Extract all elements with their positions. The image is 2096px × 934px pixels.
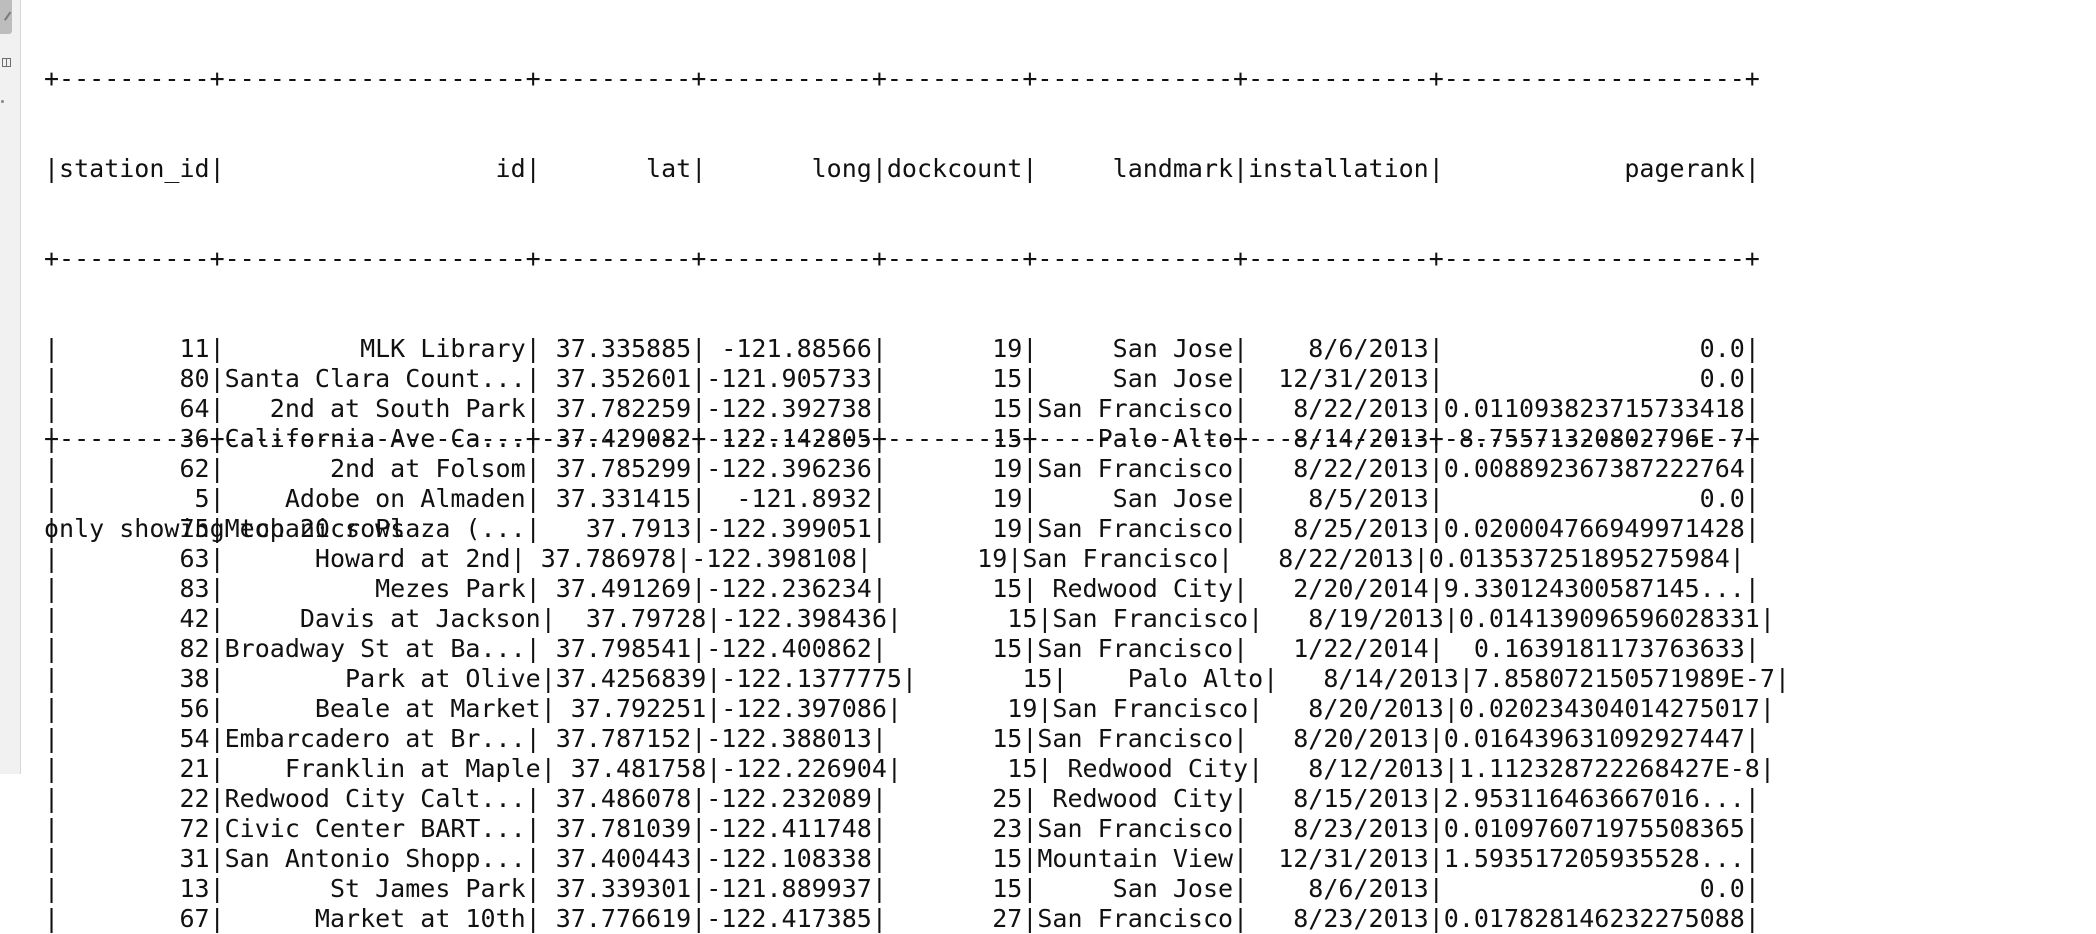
table-row: | 83| Mezes Park| 37.491269|-122.236234|… bbox=[44, 574, 1760, 603]
table-row: | 67| Market at 10th| 37.776619|-122.417… bbox=[44, 904, 1760, 933]
table-row: | 75|Mechanics Plaza (...| 37.7913|-122.… bbox=[44, 514, 1760, 543]
table-body: | 11| MLK Library| 37.335885| -121.88566… bbox=[44, 334, 1790, 933]
table-row: | 31|San Antonio Shopp...| 37.400443|-12… bbox=[44, 844, 1760, 873]
table-border-top: +----------+--------------------+-------… bbox=[44, 64, 1760, 93]
table-row: | 11| MLK Library| 37.335885| -121.88566… bbox=[44, 334, 1760, 363]
table-row: | 21| Franklin at Maple| 37.481758|-122.… bbox=[44, 754, 1775, 783]
table-row: | 62| 2nd at Folsom| 37.785299|-122.3962… bbox=[44, 454, 1760, 483]
marker-icon bbox=[1, 100, 4, 103]
table-row: | 13| St James Park| 37.339301|-121.8899… bbox=[44, 874, 1760, 903]
table-row: | 5| Adobe on Almaden| 37.331415| -121.8… bbox=[44, 484, 1760, 513]
table-row: | 54|Embarcadero at Br...| 37.787152|-12… bbox=[44, 724, 1760, 753]
table-row: | 82|Broadway St at Ba...| 37.798541|-12… bbox=[44, 634, 1760, 663]
table-row: | 38| Park at Olive|37.4256839|-122.1377… bbox=[44, 664, 1790, 693]
table-row: | 80|Santa Clara Count...| 37.352601|-12… bbox=[44, 364, 1760, 393]
layout-icon[interactable] bbox=[2, 58, 11, 67]
left-gutter bbox=[0, 0, 21, 774]
table-row: | 42| Davis at Jackson| 37.79728|-122.39… bbox=[44, 604, 1775, 633]
table-row: | 63| Howard at 2nd| 37.786978|-122.3981… bbox=[44, 544, 1745, 573]
table-row: | 36|California Ave Ca...| 37.429082|-12… bbox=[44, 424, 1760, 453]
table-row: | 64| 2nd at South Park| 37.782259|-122.… bbox=[44, 394, 1760, 423]
table-border-header: +----------+--------------------+-------… bbox=[44, 244, 1760, 273]
footer-text: only showing top 20 rows bbox=[44, 514, 406, 543]
table-border-bottom: +----------+--------------------+-------… bbox=[44, 424, 1760, 453]
table-header-row: |station_id| id| lat| long|dockcount| la… bbox=[44, 154, 1760, 183]
console-output: +----------+--------------------+-------… bbox=[44, 0, 1790, 933]
table-row: | 56| Beale at Market| 37.792251|-122.39… bbox=[44, 694, 1775, 723]
collapse-tab-icon[interactable] bbox=[0, 0, 12, 34]
table-row: | 72|Civic Center BART...| 37.781039|-12… bbox=[44, 814, 1760, 843]
table-row: | 22|Redwood City Calt...| 37.486078|-12… bbox=[44, 784, 1760, 813]
